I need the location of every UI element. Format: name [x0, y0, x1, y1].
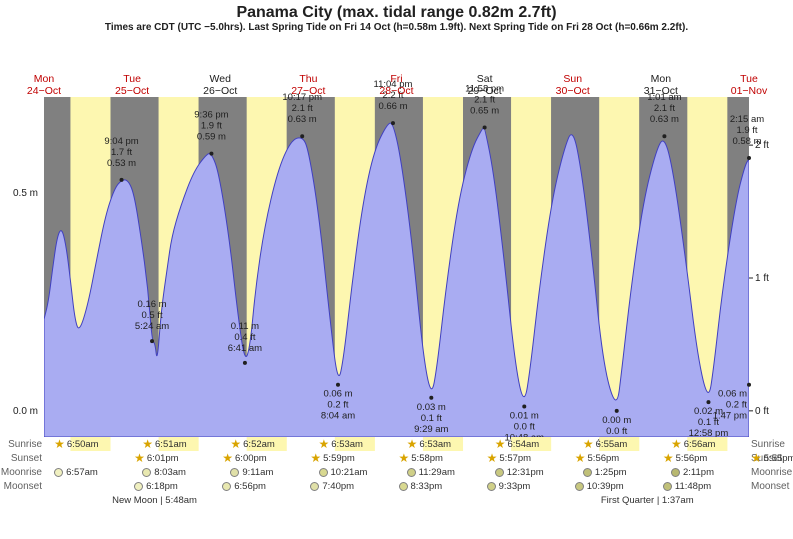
star-icon: ★ [134, 452, 145, 464]
footer-cell: 6:56pm [222, 481, 266, 492]
footer-cell: 11:29am [407, 467, 455, 478]
footer-row-Sunrise: SunriseSunrise★6:50am★6:51am★6:52am★6:53… [44, 437, 749, 451]
row-label: Sunset [0, 453, 44, 464]
star-icon: ★ [495, 438, 506, 450]
moon-icon [222, 482, 231, 491]
footer-row-Moonrise: MoonriseMoonrise6:57am8:03am9:11am10:21a… [44, 465, 749, 479]
footer-cell: ★6:55am [583, 438, 627, 450]
moon-icon [134, 482, 143, 491]
day-label: Mon31−Oct [631, 73, 691, 97]
moon-icon [575, 482, 584, 491]
day-label: Mon24−Oct [14, 73, 74, 97]
moon-icon [54, 468, 63, 477]
footer-cell: ★6:51am [142, 438, 186, 450]
moon-icon [671, 468, 680, 477]
row-label: Moonrise [0, 467, 44, 478]
footer-cell: 6:18pm [134, 481, 178, 492]
footer-cell: ★6:01pm [134, 452, 178, 464]
star-icon: ★ [222, 452, 233, 464]
footer-cell: ★6:50am [54, 438, 98, 450]
footer-cell: ★6:53am [407, 438, 451, 450]
moon-icon [583, 468, 592, 477]
moon-icon [487, 482, 496, 491]
footer-row-Sunset: SunsetSunset★6:01pm★6:00pm★5:59pm★5:58pm… [44, 451, 749, 465]
footer-cell: 1:25pm [583, 467, 627, 478]
footer-cell: 10:21am [319, 467, 368, 478]
footer-cell: 2:11pm [671, 467, 714, 478]
moon-phase-row: New Moon | 5:48am First Quarter | 1:37am [44, 495, 749, 509]
moon-icon [142, 468, 151, 477]
star-icon: ★ [671, 438, 682, 450]
footer-cell: ★6:00pm [222, 452, 266, 464]
tide-chart: 0.0 m0.5 m0 ft1 ft2 ft9:04 pm1.7 ft0.53 … [44, 37, 749, 437]
star-icon: ★ [319, 438, 330, 450]
page-subtitle: Times are CDT (UTC −5.0hrs). Last Spring… [0, 22, 793, 33]
day-label: Tue25−Oct [102, 73, 162, 97]
footer-cell: ★5:57pm [487, 452, 531, 464]
star-icon: ★ [575, 452, 586, 464]
moon-icon [407, 468, 416, 477]
footer-cell: 7:40pm [310, 481, 354, 492]
star-icon: ★ [230, 438, 241, 450]
day-label: Tue01−Nov [719, 73, 779, 97]
moon-icon [663, 482, 672, 491]
star-icon: ★ [663, 452, 674, 464]
footer-cell: 8:03am [142, 467, 186, 478]
row-label: Moonset [0, 481, 44, 492]
svg-text:0.0 m: 0.0 m [13, 406, 38, 417]
row-label: Sunrise [749, 439, 793, 450]
star-icon: ★ [54, 438, 65, 450]
footer-cell: ★5:59pm [310, 452, 354, 464]
footer-row-Moonset: MoonsetMoonset6:18pm6:56pm7:40pm8:33pm9:… [44, 479, 749, 493]
footer-cell: ★6:53am [319, 438, 363, 450]
svg-text:1 ft: 1 ft [755, 273, 769, 284]
row-label: Sunrise [0, 439, 44, 450]
footer-cell: ★5:56pm [663, 452, 707, 464]
star-icon: ★ [142, 438, 153, 450]
star-icon: ★ [583, 438, 594, 450]
star-icon: ★ [399, 452, 410, 464]
star-icon: ★ [407, 438, 418, 450]
day-label: Thu27−Oct [278, 73, 338, 97]
moon-icon [319, 468, 328, 477]
day-label: Sat29−Oct [455, 73, 515, 97]
day-label: Sun30−Oct [543, 73, 603, 97]
footer-cell: 8:33pm [399, 481, 443, 492]
footer-cell: 9:33pm [487, 481, 531, 492]
moon-icon [230, 468, 239, 477]
footer-cell: 9:11am [230, 467, 273, 478]
moon-icon [399, 482, 408, 491]
footer-cell: 10:39pm [575, 481, 624, 492]
footer-cell: ★5:58pm [399, 452, 443, 464]
star-icon: ★ [751, 452, 762, 464]
footer-cell: ★5:56pm [575, 452, 619, 464]
svg-text:0.5 m: 0.5 m [13, 188, 38, 199]
footer-cell: ★6:56am [671, 438, 715, 450]
footer-cell: 11:48pm [663, 481, 711, 492]
row-label: Moonrise [749, 467, 793, 478]
star-icon: ★ [487, 452, 498, 464]
footer-cell: ★6:52am [230, 438, 274, 450]
page-title: Panama City (max. tidal range 0.82m 2.7f… [0, 0, 793, 22]
day-label: Fri28−Oct [367, 73, 427, 97]
phase-left: New Moon | 5:48am [112, 495, 197, 506]
footer-cell: 12:31pm [495, 467, 544, 478]
day-label: Wed26−Oct [190, 73, 250, 97]
phase-right: First Quarter | 1:37am [601, 495, 694, 506]
moon-icon [310, 482, 319, 491]
footer-cell: ★6:54am [495, 438, 539, 450]
footer-cell: 6:57am [54, 467, 98, 478]
row-label: Moonset [749, 481, 793, 492]
star-icon: ★ [310, 452, 321, 464]
moon-icon [495, 468, 504, 477]
footer-table: SunriseSunrise★6:50am★6:51am★6:52am★6:53… [44, 437, 749, 509]
svg-text:0 ft: 0 ft [755, 406, 769, 417]
footer-cell: ★5:55pm [751, 452, 793, 464]
